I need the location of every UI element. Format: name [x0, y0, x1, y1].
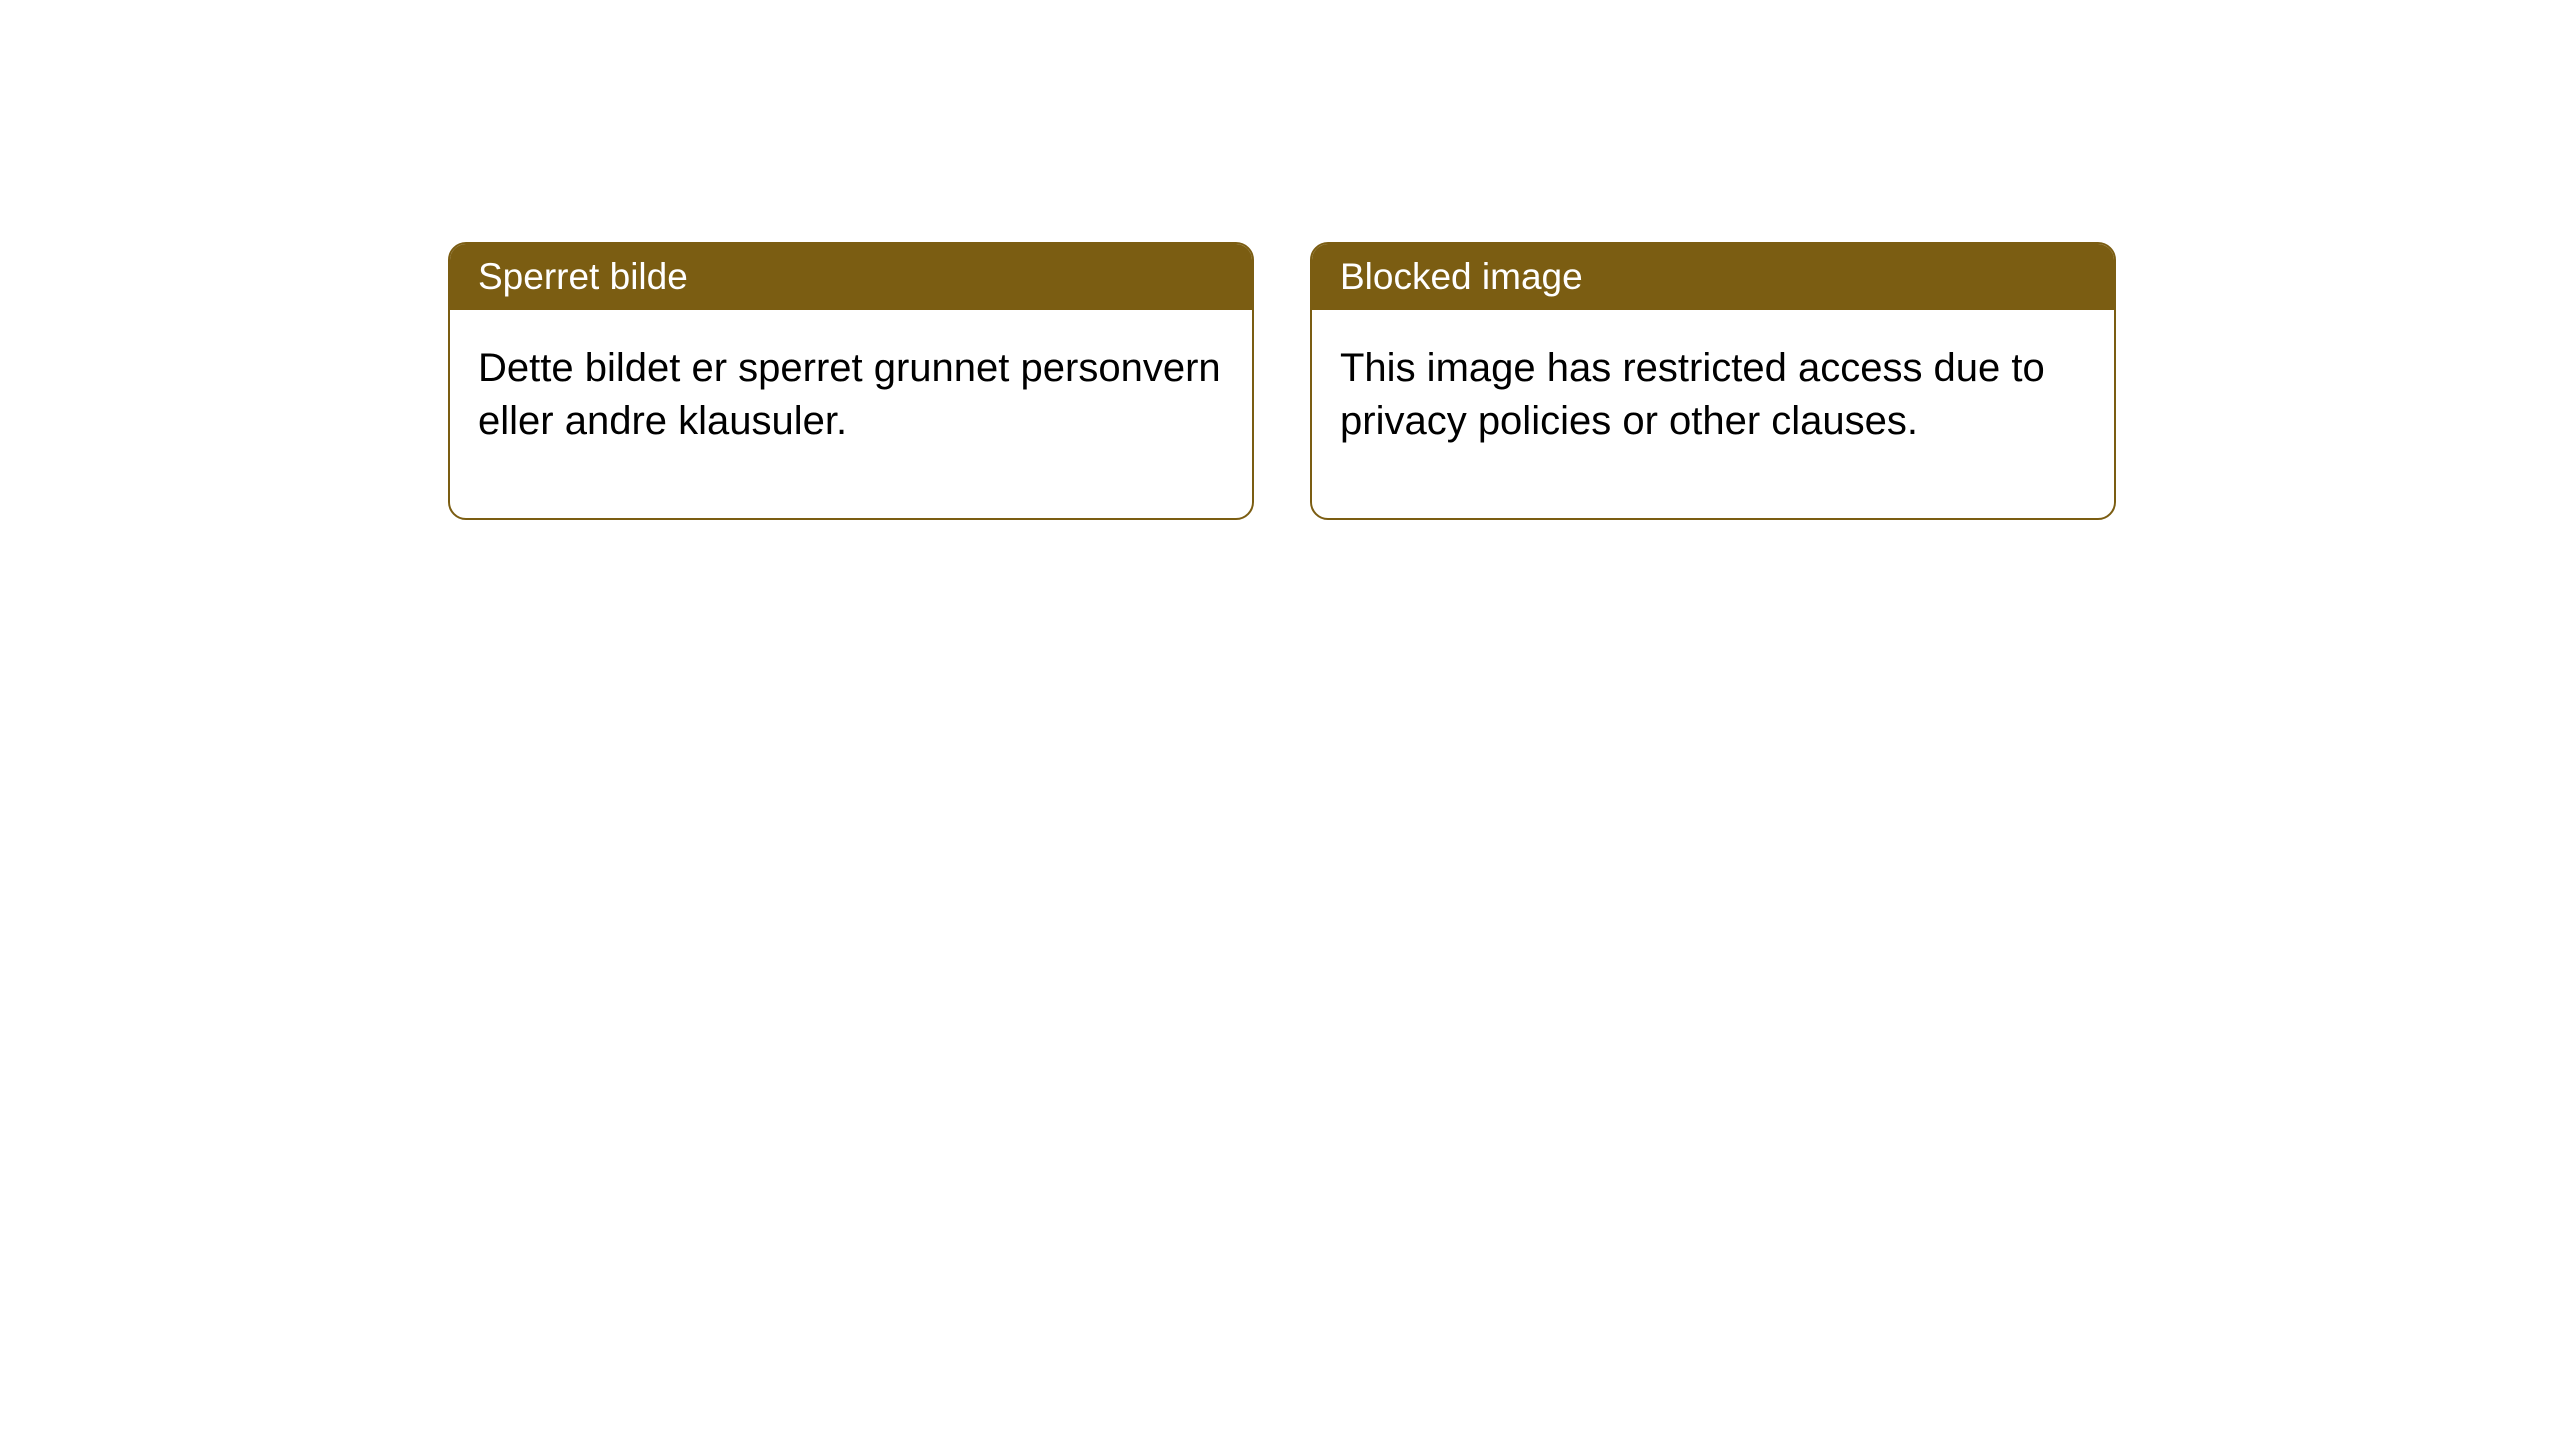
notice-card-title: Blocked image [1312, 244, 2114, 310]
notice-card-body: This image has restricted access due to … [1312, 310, 2114, 518]
notice-card-norwegian: Sperret bilde Dette bildet er sperret gr… [448, 242, 1254, 520]
notice-card-english: Blocked image This image has restricted … [1310, 242, 2116, 520]
notice-container: Sperret bilde Dette bildet er sperret gr… [0, 0, 2560, 520]
notice-card-title: Sperret bilde [450, 244, 1252, 310]
notice-card-body: Dette bildet er sperret grunnet personve… [450, 310, 1252, 518]
